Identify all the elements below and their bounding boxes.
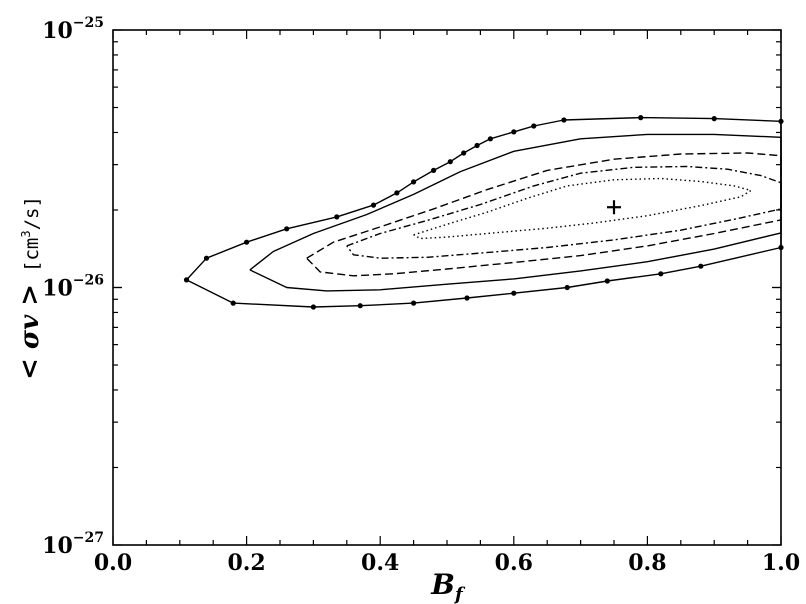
x-tick-label: 0.6 bbox=[495, 550, 533, 576]
contour-dot-7 bbox=[394, 190, 400, 196]
contour-dot-13 bbox=[487, 136, 493, 142]
contour-dot-1 bbox=[183, 277, 190, 283]
contour-dot-12 bbox=[474, 142, 480, 149]
x-tick-label: 0.2 bbox=[227, 550, 265, 576]
x-tick-label: 0.0 bbox=[94, 550, 132, 576]
contour-dot-25 bbox=[511, 290, 517, 296]
x-axis-label-main: B bbox=[430, 568, 455, 601]
contour-dot-16 bbox=[561, 117, 567, 123]
contour-dot-21 bbox=[698, 263, 704, 269]
x-axis-label-sub: f bbox=[453, 584, 466, 604]
contour-dot-11 bbox=[461, 150, 467, 156]
contour-dot-3 bbox=[244, 239, 250, 245]
contour-dot-6 bbox=[370, 202, 377, 208]
contour-dot-28 bbox=[357, 303, 363, 309]
contour-dot-23 bbox=[604, 278, 610, 284]
contour-dot-4 bbox=[284, 226, 290, 232]
contour-dot-18 bbox=[711, 116, 717, 122]
contour-dot-14 bbox=[511, 129, 517, 135]
y-axis-label-unit-exp: 3 bbox=[19, 230, 33, 237]
contour-dotted-5 bbox=[413, 177, 752, 240]
contour-dot-22 bbox=[658, 271, 664, 277]
x-tick-labels: 0.0 0.2 0.4 0.6 0.8 1.0 bbox=[94, 550, 800, 576]
x-tick-label: 0.8 bbox=[628, 550, 666, 576]
contour-dot-29 bbox=[310, 304, 316, 310]
plot-frame bbox=[112, 29, 782, 546]
y-axis-label-unit-pre: [cm bbox=[21, 238, 43, 272]
y-tick-label-base: 10 bbox=[42, 18, 73, 44]
y-tick-label-base: 10 bbox=[42, 276, 73, 302]
y-tick-label-exponent: −25 bbox=[73, 15, 104, 31]
x-axis-label: Bf bbox=[430, 568, 466, 604]
y-tick-label: 10−27 bbox=[42, 530, 104, 559]
y-axis-label-math: < σv > bbox=[15, 284, 45, 380]
y-tick-label-exponent: −27 bbox=[73, 530, 104, 546]
contour-layer bbox=[185, 116, 782, 308]
y-tick-label: 10−25 bbox=[42, 15, 104, 44]
contour-dots-layer bbox=[183, 115, 784, 310]
x-tick-label: 1.0 bbox=[762, 550, 800, 576]
contour-dot-5 bbox=[334, 214, 340, 220]
contour-dot-15 bbox=[531, 123, 537, 129]
tick-layer bbox=[112, 29, 782, 546]
contour-dot-30 bbox=[230, 300, 236, 306]
x-tick-label: 0.4 bbox=[361, 550, 399, 576]
contour-dashdot-4 bbox=[346, 165, 782, 259]
contour-dot-8 bbox=[411, 179, 417, 185]
contour-dot-17 bbox=[638, 115, 644, 121]
contour-dot-9 bbox=[431, 167, 437, 173]
contour-dot-27 bbox=[411, 300, 417, 306]
contour-dot-10 bbox=[447, 159, 453, 165]
y-tick-label-exponent: −26 bbox=[73, 273, 104, 289]
y-tick-label-base: 10 bbox=[42, 533, 73, 559]
contour-dot-26 bbox=[464, 295, 470, 301]
contour-solid-dots-1 bbox=[185, 116, 782, 308]
y-tick-label: 10−26 bbox=[42, 273, 104, 302]
contour-dot-2 bbox=[203, 255, 210, 261]
contour-dot-24 bbox=[564, 284, 570, 291]
y-axis-label: < σv > [cm3/s] bbox=[15, 196, 45, 380]
best-fit-layer bbox=[607, 200, 621, 215]
y-axis-label-unit-post: /s] bbox=[21, 196, 43, 230]
